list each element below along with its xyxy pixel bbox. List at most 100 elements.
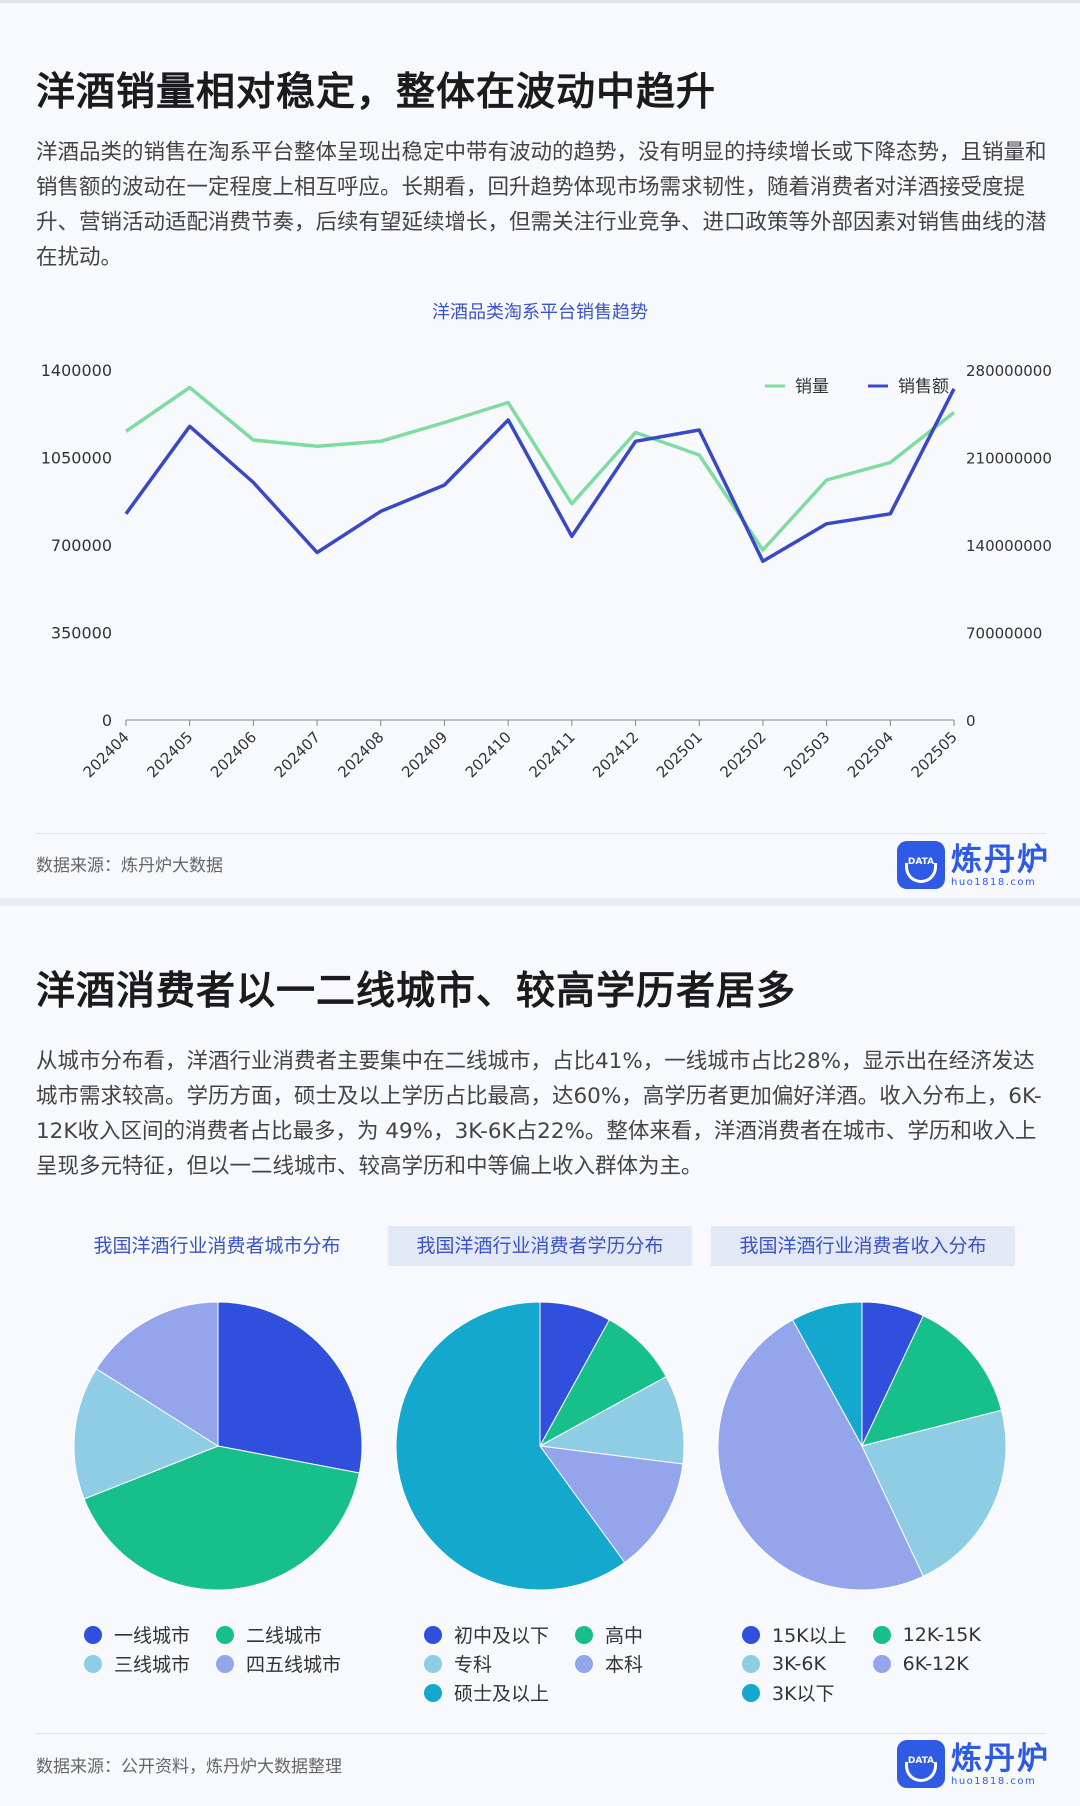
legend-label: 3K-6K (772, 1652, 826, 1675)
education-pie-title: 我国洋酒行业消费者学历分布 (388, 1226, 692, 1266)
brand-name: 炼丹炉 (951, 1740, 1050, 1777)
y-right-tick-label: 140000000 (966, 537, 1052, 555)
legend-label: 四五线城市 (246, 1654, 342, 1676)
legend-dot (872, 1625, 891, 1644)
legend-dot (575, 1654, 594, 1673)
y-left-tick-label: 700000 (51, 536, 112, 555)
section2-paragraph: 从城市分布看，洋酒行业消费者主要集中在二线城市，占比41%，一线城市占比28%，… (36, 1049, 1042, 1179)
legend-item: 12K-15K (872, 1622, 981, 1647)
city-pie-title: 我国洋酒行业消费者城市分布 (93, 1235, 341, 1257)
legend-item: 四五线城市 (216, 1651, 341, 1676)
legend-item: 硕士及以上 (424, 1680, 549, 1705)
brand-logo[interactable]: DATA 炼丹炉 huo1818.com (897, 841, 1050, 889)
income-pie-legend: 15K以上 12K-15K 3K-6K 6K-12K 3K以下 (742, 1622, 981, 1705)
legend-dot (424, 1625, 442, 1644)
legend-label: 一线城市 (114, 1625, 191, 1647)
legend-item: 三线城市 (84, 1651, 190, 1676)
legend-label: 销售额 (898, 377, 949, 397)
legend-label: 高中 (605, 1625, 644, 1647)
line-chart-title: 洋酒品类淘系平台销售趋势 (432, 302, 648, 323)
pie-slice-四五线城市 (95, 1301, 219, 1447)
section2-divider (36, 1733, 1046, 1734)
x-tick-label: 202505 (908, 728, 961, 781)
x-tick-label: 202408 (334, 728, 387, 781)
brand-name: 炼丹炉 (951, 841, 1050, 878)
legend-item: 3K-6K (742, 1651, 847, 1676)
brand-logo-bottom[interactable]: DATA 炼丹炉 huo1818.com (897, 1740, 1050, 1788)
legend-item: 15K以上 (742, 1622, 847, 1647)
legend-dot (424, 1654, 442, 1673)
legend-label: 初中及以下 (454, 1625, 550, 1647)
y-right-tick-label: 70000000 (966, 625, 1042, 643)
section1-source: 数据来源：炼丹炉大数据 (36, 856, 223, 876)
pie-slice-一线城市 (217, 1301, 363, 1474)
legend-label: 本科 (605, 1654, 644, 1676)
legend-label: 专科 (454, 1654, 493, 1676)
brand-url: huo1818.com (951, 1775, 1037, 1787)
legend-dot (742, 1654, 760, 1673)
pie-slice-硕士及以上 (395, 1301, 626, 1591)
legend-dot (84, 1654, 102, 1673)
legend-item: 一线城市 (84, 1622, 190, 1647)
brand-url: huo1818.com (951, 876, 1037, 888)
sales-trend-line-chart: 洋酒品类淘系平台销售趋势 0 350000 700000 1050000 1400000… (41, 302, 1052, 781)
x-tick-label: 202407 (271, 728, 324, 781)
city-pie-legend: 一线城市 二线城市三线城市 四五线城市 (84, 1622, 341, 1676)
x-tick-label: 202504 (844, 728, 897, 781)
x-tick-label: 202404 (80, 728, 133, 781)
legend-item: 二线城市 (216, 1622, 341, 1647)
legend-item: 高中 (575, 1622, 643, 1647)
legend-label: 销量 (795, 377, 829, 397)
legend-dot (742, 1683, 760, 1702)
legend-dot (575, 1625, 594, 1644)
series-line-sales (124, 388, 956, 564)
legend-dot (84, 1625, 102, 1644)
legend-dot (872, 1654, 891, 1673)
legend-label: 15K以上 (772, 1625, 847, 1647)
legend-label: 硕士及以上 (454, 1683, 550, 1705)
pie-slice-二线城市 (83, 1445, 361, 1591)
legend-dot (216, 1654, 235, 1673)
legend-item: 6K-12K (872, 1651, 981, 1676)
legend-label: 3K以下 (772, 1683, 835, 1705)
legend-dot (424, 1683, 442, 1702)
pie-slice-专科 (538, 1375, 685, 1465)
section1-paragraph: 洋酒品类的销售在淘系平台整体呈现出稳定中带有波动的趋势，没有明显的持续增长或下降… (36, 140, 1047, 270)
x-tick-label: 202503 (780, 728, 833, 781)
pie-slice-3K以下 (791, 1301, 863, 1447)
pie-slice-高中 (538, 1319, 667, 1448)
x-tick-label: 202406 (207, 728, 260, 781)
city-pie-chart (73, 1301, 363, 1591)
x-tick-label: 202411 (525, 728, 578, 781)
y-left-tick-label: 1400000 (41, 361, 112, 380)
y-left-tick-label: 0 (102, 711, 112, 730)
section2-title: 洋酒消费者以一二线城市、较高学历者居多 (36, 969, 797, 1014)
legend-label: 三线城市 (114, 1654, 191, 1676)
x-tick-label: 202410 (462, 728, 515, 781)
brand-logo-icon: DATA (897, 1740, 945, 1788)
sales-trend-card: 洋酒销量相对稳定，整体在波动中趋升 洋酒品类的销售在淘系平台整体呈现出稳定中带有… (0, 0, 1080, 898)
legend-dot (216, 1625, 235, 1644)
y-left-tick-label: 350000 (51, 624, 112, 643)
x-tick-label: 202502 (717, 728, 770, 781)
x-tick-label: 202501 (653, 728, 706, 781)
y-right-tick-label: 0 (966, 712, 976, 730)
pie-slice-本科 (538, 1445, 684, 1564)
legend-label: 12K-15K (902, 1623, 981, 1646)
legend-label: 二线城市 (246, 1625, 323, 1647)
pie-slice-6K-12K (717, 1319, 924, 1591)
legend-dot (742, 1625, 760, 1644)
x-tick-label: 202409 (398, 728, 451, 781)
education-pie-chart (395, 1301, 685, 1591)
y-right-tick-label: 210000000 (966, 450, 1052, 468)
income-pie-chart (717, 1301, 1007, 1591)
legend-label: 6K-12K (902, 1652, 969, 1675)
x-tick-label: 202412 (589, 728, 642, 781)
education-pie-legend: 初中及以下 高中专科 本科硕士及以上 (424, 1622, 643, 1705)
legend-item: 专科 (424, 1651, 549, 1676)
pie-slice-12K-15K (861, 1315, 1003, 1447)
section1-title: 洋酒销量相对稳定，整体在波动中趋升 (36, 70, 717, 115)
legend-item: 3K以下 (742, 1680, 847, 1705)
x-tick-label: 202405 (143, 728, 196, 781)
pie-slice-三线城市 (73, 1368, 220, 1500)
